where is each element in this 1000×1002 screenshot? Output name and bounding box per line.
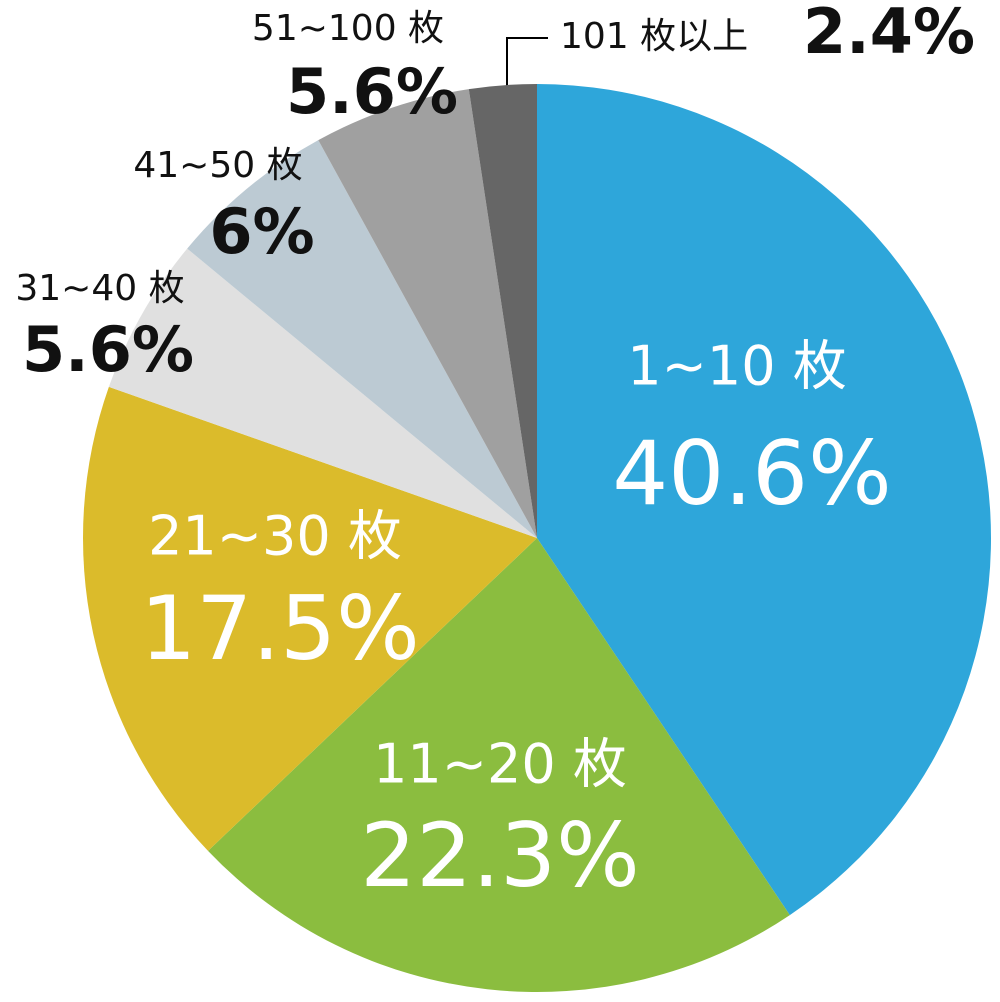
pie-slice xyxy=(108,248,537,539)
category-label: 21~30 枚 xyxy=(148,505,402,568)
value-label: 2.4% xyxy=(803,0,975,68)
value-label: 6% xyxy=(209,195,314,268)
category-label: 51~100 枚 xyxy=(252,8,444,49)
pie-slice xyxy=(318,89,537,539)
value-label: 5.6% xyxy=(286,55,458,128)
value-label: 5.6% xyxy=(22,313,194,386)
value-label: 22.3% xyxy=(360,804,640,907)
pie-slice xyxy=(468,84,537,538)
pie-slice xyxy=(208,538,790,992)
category-label: 101 枚以上 xyxy=(560,16,748,57)
category-label: 1~10 枚 xyxy=(627,335,846,398)
value-label: 17.5% xyxy=(140,577,420,680)
pie-slice xyxy=(537,84,991,916)
category-label: 11~20 枚 xyxy=(373,733,627,796)
value-label: 40.6% xyxy=(612,422,892,525)
category-label: 31~40 枚 xyxy=(15,268,184,309)
pie-slice xyxy=(187,140,537,538)
pie-slice xyxy=(82,386,537,851)
category-label: 41~50 枚 xyxy=(133,145,302,186)
